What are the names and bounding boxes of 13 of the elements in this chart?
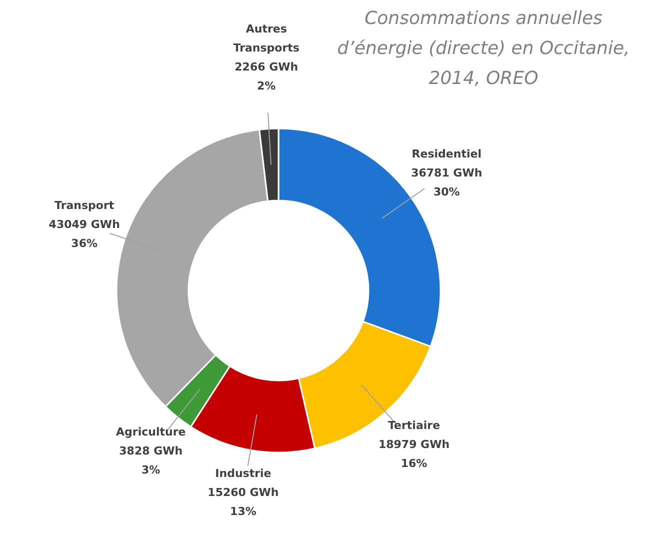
slice-label: Residentiel — [412, 148, 482, 161]
data-label: 2266 GWh 2% — [234, 60, 298, 92]
data-label: 36781 GWh 30% — [411, 166, 482, 199]
data-label: 43049 GWh 36% — [48, 218, 120, 250]
slice-label: Industrie — [215, 466, 272, 480]
data-label: 3828 GWh 3% — [119, 444, 183, 476]
slice-label: Tertiaire — [388, 418, 440, 432]
slice-label: Autres Transports — [233, 22, 300, 54]
data-label: 18979 GWh 16% — [378, 438, 450, 470]
text: Consommations annuelles d’énergie (directe) en Occitanie, 2014, OREO — [337, 8, 630, 89]
slice-label: Transport — [54, 199, 114, 212]
data-label: 15260 GWh 13% — [208, 486, 279, 518]
slice-label: Agriculture — [116, 425, 186, 438]
